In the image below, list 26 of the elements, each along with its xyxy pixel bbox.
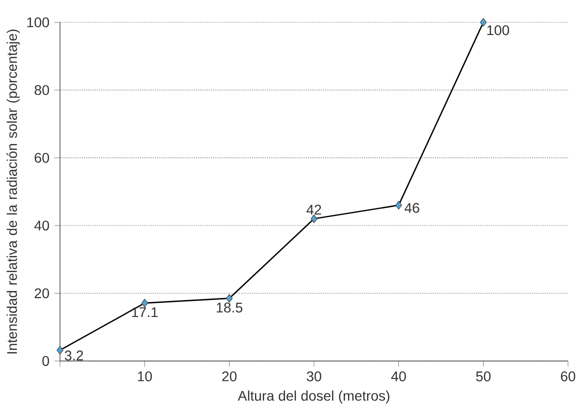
y-axis-title: Intensidad relativa de la radiación solar (porcentaje) (6, 30, 20, 354)
point (310, 214, 318, 224)
x-axis-title: Altura del dosel (metros) (238, 390, 390, 404)
y-tick-label: 60 (34, 152, 50, 163)
x-tick-label: 30 (306, 371, 322, 382)
data-label: 18.5 (216, 302, 242, 313)
point (226, 294, 233, 303)
y-tick-label: 80 (34, 85, 50, 96)
point (141, 298, 148, 308)
y-tick-label: 40 (34, 220, 50, 230)
data-label: 17.1 (132, 307, 158, 317)
data-label: 3.2 (64, 350, 84, 360)
x-tick-label: 50 (476, 371, 491, 382)
x-tick-label: 10 (138, 371, 152, 382)
data-label: 100 (487, 25, 510, 36)
y-tick-label: 0 (42, 356, 50, 366)
x-tick-label: 20 (222, 371, 237, 382)
point (56, 346, 64, 354)
data-label: 42 (306, 204, 322, 214)
y-tick-label: 20 (34, 288, 50, 298)
y-tick-label: 100 (27, 17, 50, 28)
point (395, 200, 402, 210)
point (480, 18, 487, 27)
x-tick-label: 40 (391, 371, 406, 382)
x-tick-label: 60 (560, 371, 576, 382)
data-label: 46 (404, 202, 420, 213)
